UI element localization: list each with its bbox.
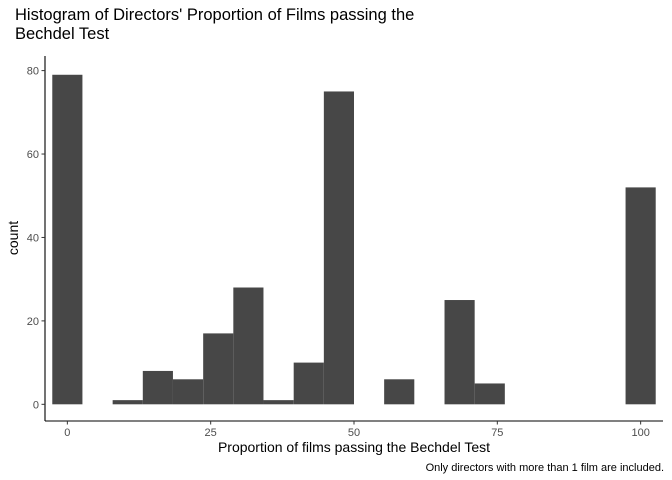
x-axis-title: Proportion of films passing the Bechdel …	[218, 439, 490, 455]
chart-caption: Only directors with more than 1 film are…	[426, 462, 664, 474]
y-tick-label: 40	[27, 232, 39, 244]
y-tick-label: 60	[27, 149, 39, 161]
x-tick-label: 50	[348, 427, 360, 439]
y-axis-ticks: 0 20 40 60 80	[27, 66, 45, 411]
chart-title-line-1: Histogram of Directors' Proportion of Fi…	[15, 6, 414, 24]
histogram-bar	[474, 383, 505, 405]
x-tick-label: 0	[64, 427, 70, 439]
chart-title: Histogram of Directors' Proportion of Fi…	[15, 6, 419, 43]
chart-title-line-2: Bechdel Test	[15, 25, 110, 43]
y-tick-label: 20	[27, 316, 39, 328]
histogram-bar	[203, 333, 234, 405]
y-axis-title: count	[5, 221, 21, 255]
histogram-bar	[323, 91, 354, 405]
y-tick-label: 80	[27, 66, 39, 78]
histogram-bar	[52, 74, 83, 405]
histogram-bar	[384, 379, 415, 405]
histogram-bar	[233, 287, 264, 405]
x-tick-label: 100	[631, 427, 649, 439]
histogram-bar	[293, 362, 324, 405]
x-axis-ticks: 0 25 50 75 100	[64, 421, 650, 439]
histogram-bar	[142, 370, 173, 405]
x-tick-label: 25	[205, 427, 217, 439]
histogram-bar	[112, 400, 143, 405]
histogram-bar	[625, 187, 656, 405]
histogram-bar	[172, 379, 204, 405]
histogram-bar	[444, 300, 475, 405]
histogram-bar	[263, 400, 294, 405]
histogram-bars	[52, 74, 656, 405]
y-tick-label: 0	[33, 399, 39, 411]
x-tick-label: 75	[491, 427, 503, 439]
